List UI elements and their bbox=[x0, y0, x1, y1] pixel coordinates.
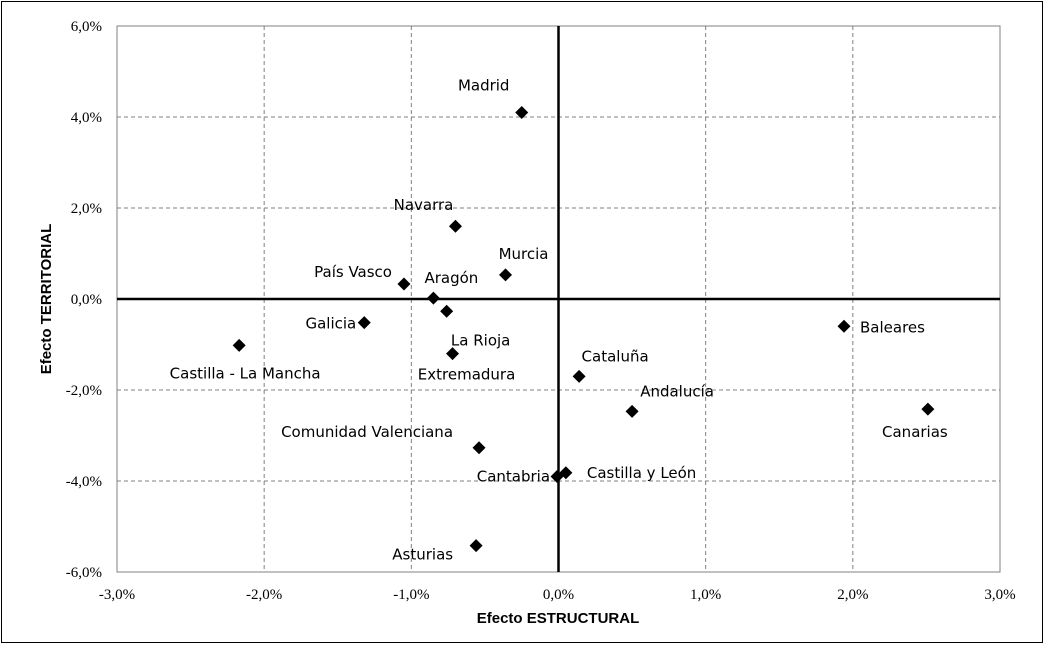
data-point bbox=[446, 347, 460, 361]
x-tick-label: -2,0% bbox=[246, 587, 282, 603]
y-tick-labels: -6,0% -4,0% -2,0% 0,0% 2,0% 4,0% 6,0% bbox=[66, 19, 102, 581]
x-tick-label: 1,0% bbox=[690, 587, 721, 603]
x-tick-label: 2,0% bbox=[837, 587, 868, 603]
point-label: La Rioja bbox=[451, 331, 510, 349]
data-point bbox=[559, 466, 573, 480]
x-axis-title: Efecto ESTRUCTURAL bbox=[477, 610, 640, 627]
data-point bbox=[440, 304, 454, 318]
y-tick-label: -2,0% bbox=[66, 383, 102, 399]
x-tick-label: -3,0% bbox=[99, 587, 135, 603]
point-label: Navarra bbox=[394, 196, 454, 214]
data-point bbox=[448, 219, 462, 233]
y-tick-label: -6,0% bbox=[66, 565, 102, 581]
data-point bbox=[921, 402, 935, 416]
y-tick-label: 6,0% bbox=[71, 19, 102, 35]
point-label: Madrid bbox=[458, 76, 510, 94]
y-tick-label: 2,0% bbox=[71, 201, 102, 217]
data-point bbox=[357, 316, 371, 330]
y-tick-label: 0,0% bbox=[71, 292, 102, 308]
data-points bbox=[232, 105, 935, 553]
x-tick-label: 0,0% bbox=[543, 587, 574, 603]
data-point bbox=[469, 539, 483, 553]
point-label: Extremadura bbox=[418, 366, 516, 384]
y-tick-label: -4,0% bbox=[66, 474, 102, 490]
x-tick-label: 3,0% bbox=[984, 587, 1015, 603]
point-label: Aragón bbox=[424, 269, 478, 287]
data-point bbox=[625, 404, 639, 418]
data-point bbox=[837, 319, 851, 333]
data-point bbox=[572, 369, 586, 383]
point-label: País Vasco bbox=[314, 263, 392, 281]
x-tick-labels: -3,0% -2,0% -1,0% 0,0% 1,0% 2,0% 3,0% bbox=[99, 587, 1016, 603]
x-tick-label: -1,0% bbox=[393, 587, 429, 603]
point-label: Castilla y León bbox=[587, 464, 696, 482]
point-label: Galicia bbox=[305, 315, 356, 333]
data-point bbox=[472, 441, 486, 455]
data-point bbox=[232, 338, 246, 352]
point-label: Cantabria bbox=[477, 467, 550, 485]
data-point bbox=[515, 105, 529, 119]
point-label: Comunidad Valenciana bbox=[281, 423, 453, 441]
data-point bbox=[397, 277, 411, 291]
point-labels: Madrid Navarra Murcia País Vasco Aragón La Ri… bbox=[170, 76, 948, 563]
point-label: Andalucía bbox=[640, 382, 714, 400]
point-label: Murcia bbox=[499, 245, 549, 263]
point-label: Castilla - La Mancha bbox=[170, 364, 321, 382]
point-label: Cataluña bbox=[582, 347, 649, 365]
data-point bbox=[499, 268, 513, 282]
y-axis-title: Efecto TERRITORIAL bbox=[38, 224, 55, 375]
point-label: Asturias bbox=[392, 546, 453, 564]
y-tick-label: 4,0% bbox=[71, 110, 102, 126]
data-point bbox=[426, 291, 440, 305]
point-label: Canarias bbox=[882, 423, 948, 441]
zero-axes bbox=[117, 26, 1000, 572]
point-label: Baleares bbox=[860, 318, 925, 336]
